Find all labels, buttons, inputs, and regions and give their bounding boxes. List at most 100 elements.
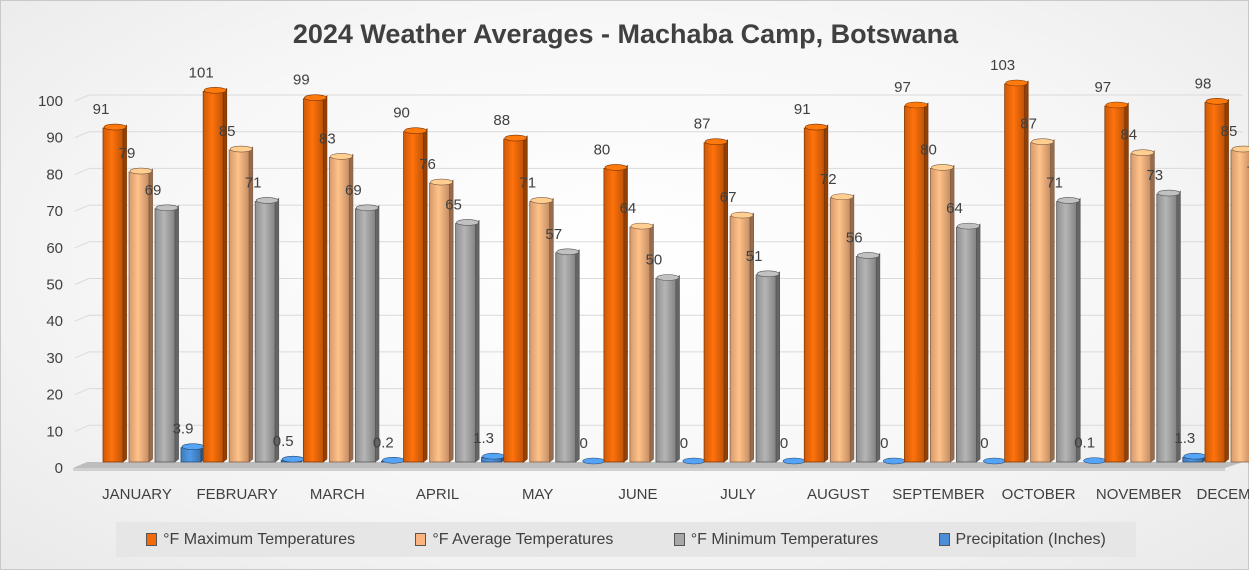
legend-swatch: [938, 533, 950, 546]
bar-front-face: [429, 182, 450, 463]
bar-top-face: [404, 127, 427, 134]
gridline-depth: [74, 351, 90, 359]
bar-top-face: [804, 123, 828, 131]
data-label: 1.3: [1174, 430, 1195, 447]
bar-side-face: [148, 168, 153, 463]
gridline-depth: [74, 94, 90, 102]
bar-side-face: [449, 179, 454, 463]
bar-top-face: [1183, 452, 1207, 460]
y-tick-label: 40: [46, 313, 63, 330]
data-label: 84: [1120, 127, 1137, 144]
bar-2-6: [755, 270, 780, 463]
chart-floor-edge: [73, 468, 1225, 471]
bar-top-face: [430, 178, 453, 186]
bar-side-face: [375, 205, 380, 463]
y-tick-label: 30: [46, 350, 63, 367]
x-tick-label: OCTOBER: [1002, 486, 1076, 503]
data-label: 71: [245, 174, 262, 191]
gridline-depth: [74, 278, 90, 285]
data-label: 97: [1094, 79, 1111, 96]
bar-1-7: [829, 193, 855, 463]
legend-label: °F Average Temperatures: [432, 530, 614, 548]
bar-top-face: [830, 193, 854, 201]
bar-front-face: [956, 226, 977, 463]
bar-top-face: [730, 211, 754, 219]
bar-0-0: [102, 123, 127, 463]
bar-3-3: [481, 452, 506, 463]
bar-top-face: [181, 443, 205, 450]
bar-3-8: [983, 457, 1006, 465]
data-label: 85: [1221, 123, 1238, 140]
bar-top-face: [1057, 197, 1080, 204]
data-label: 0: [780, 435, 788, 452]
gridline-depth: [74, 388, 90, 396]
data-label: 51: [746, 248, 763, 265]
data-label: 67: [720, 189, 737, 206]
data-label: 71: [519, 174, 536, 191]
bar-3-9: [1083, 457, 1106, 464]
legend-item-2: °F Minimum Temperatures: [673, 530, 879, 549]
bar-front-face: [328, 156, 350, 463]
bar-top-face: [155, 204, 179, 212]
bar-top-face: [1031, 138, 1054, 146]
bar-3-0: [180, 443, 205, 463]
data-label: 0.2: [373, 434, 394, 451]
bar-0-9: [1004, 79, 1029, 463]
bar-top-face: [103, 123, 127, 131]
bar-front-face: [455, 223, 476, 463]
bar-top-face: [330, 153, 353, 160]
bar-top-face: [356, 204, 379, 212]
x-tick-label: SEPTEMBER: [892, 486, 985, 503]
bar-0-1: [202, 87, 228, 463]
data-label: 90: [393, 105, 410, 122]
legend-label: °F Minimum Temperatures: [690, 530, 879, 548]
x-tick-label: NOVEMBER: [1096, 486, 1182, 503]
bar-top-face: [604, 164, 628, 171]
bar-front-face: [855, 256, 877, 463]
x-tick-label: FEBRUARY: [196, 486, 277, 503]
bar-front-face: [555, 252, 577, 463]
bar-1-0: [128, 167, 153, 463]
bar-0-5: [603, 164, 628, 463]
legend-swatch: [415, 533, 427, 546]
data-label: 99: [293, 72, 310, 89]
bar-front-face: [403, 131, 424, 463]
bar-top-face: [704, 138, 728, 146]
x-tick-label: JULY: [720, 486, 756, 503]
bar-top-face: [856, 252, 880, 259]
data-label: 0: [880, 435, 888, 452]
bar-top-face: [782, 457, 806, 465]
data-label: 1.3: [473, 430, 494, 447]
bar-side-face: [475, 219, 480, 463]
bar-front-face: [1004, 83, 1026, 463]
data-label: 85: [219, 123, 236, 140]
data-label: 50: [646, 252, 663, 269]
bar-2-0: [154, 204, 179, 463]
x-tick-label: DECEMBER: [1196, 486, 1249, 503]
data-label: 87: [1020, 116, 1037, 133]
bar-top-face: [682, 457, 706, 465]
bar-top-face: [129, 167, 153, 175]
bar-top-face: [530, 197, 554, 204]
bar-front-face: [1230, 149, 1249, 463]
bar-side-face: [248, 146, 254, 463]
gridline-depth: [74, 241, 90, 249]
data-label: 83: [319, 130, 336, 147]
bar-3-2: [380, 456, 406, 464]
bar-1-9: [1030, 138, 1055, 463]
data-label: 65: [445, 196, 462, 213]
bar-2-8: [956, 222, 981, 463]
bar-side-face: [1150, 150, 1155, 463]
bar-top-face: [1131, 149, 1155, 157]
bar-1-5: [629, 222, 654, 463]
bar-0-3: [403, 127, 428, 463]
data-label: 57: [545, 226, 562, 243]
bar-side-face: [1076, 197, 1081, 463]
legend-swatch: [673, 533, 685, 546]
bar-front-face: [904, 105, 925, 463]
bar-top-face: [203, 87, 227, 94]
bar-0-11: [1204, 98, 1229, 463]
chart-title: 2024 Weather Averages - Machaba Camp, Bo…: [292, 19, 959, 49]
bar-0-6: [703, 138, 728, 463]
